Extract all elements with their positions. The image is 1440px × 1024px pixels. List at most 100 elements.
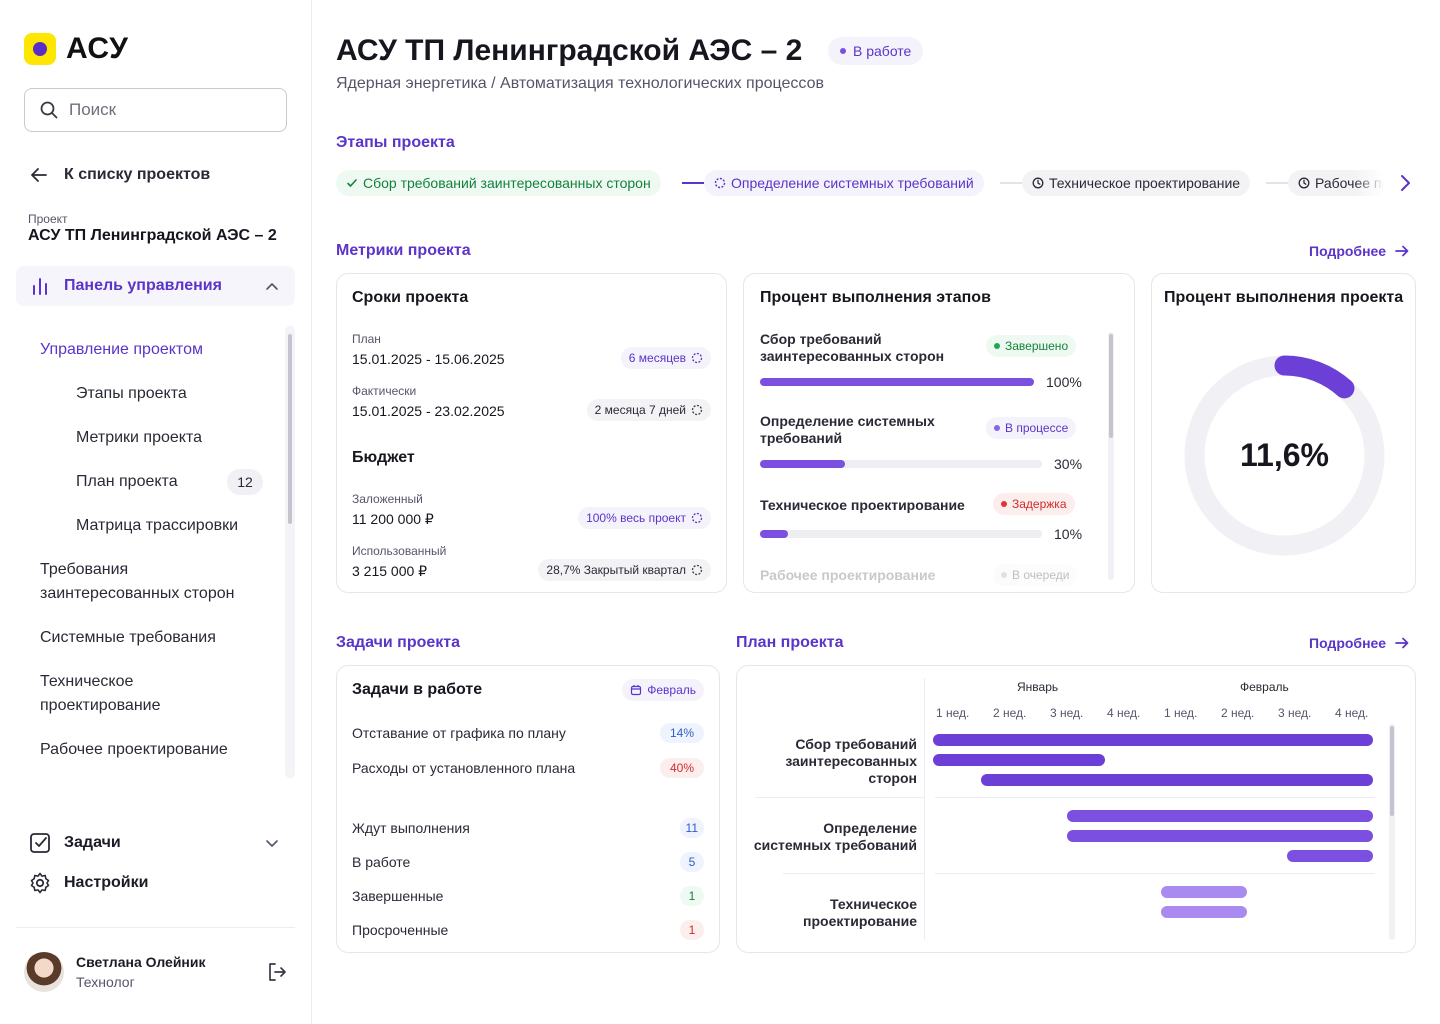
month-chip[interactable]: Февраль (622, 679, 704, 701)
progress-percent: 10% (1054, 526, 1083, 542)
in-work-count: 5 (680, 852, 704, 872)
progress-circle-icon (714, 177, 726, 189)
status-badge: В работе (828, 37, 924, 65)
cost-value: 40% (660, 758, 704, 778)
cost-label: Расходы от установленного плана (352, 760, 576, 776)
metrics-more-link[interactable]: Подробнее (1309, 243, 1410, 259)
task-label-line: проектирование (803, 913, 917, 929)
tech-design-line1: Техническое (40, 673, 134, 690)
project-progress-donut (1184, 355, 1385, 556)
fact-value: 15.01.2025 - 23.02.2025 (352, 403, 505, 419)
lag-label: Отставание от графика по плану (352, 725, 566, 741)
stage-pill-system[interactable]: Определение системных требований (704, 170, 984, 196)
gantt-bar[interactable] (1161, 906, 1247, 918)
planned-budget-label: Заложенный (352, 492, 423, 506)
donut-arc (1184, 355, 1385, 556)
overdue-label: Просроченные (352, 922, 449, 938)
gantt-month: Январь (1017, 680, 1059, 694)
search-input[interactable] (69, 100, 269, 120)
project-progress-title: Процент выполнения проекта (1164, 289, 1404, 306)
gantt-week: 2 нед. (993, 706, 1027, 720)
clock-icon (1032, 177, 1044, 189)
gantt-bar[interactable] (1067, 810, 1373, 822)
sidebar-item-system-reqs[interactable]: Системные требования (40, 629, 216, 646)
sidebar-item-manage[interactable]: Управление проектом (40, 341, 203, 358)
user-name: Светлана Олейник (76, 954, 206, 970)
stage-progress-scroll-thumb[interactable] (1109, 334, 1113, 438)
status-dot (840, 48, 846, 54)
gantt-bar[interactable] (1161, 886, 1247, 898)
project-progress-card: Процент выполнения проекта 11,6% (1151, 273, 1416, 593)
stage-label: Сбор требований заинтересованных сторон (363, 175, 651, 191)
lag-value: 14% (660, 723, 704, 743)
sidebar-item-stakeholder-reqs[interactable]: Требования заинтересованных сторон (40, 558, 234, 606)
used-budget-label: Использованный (352, 544, 447, 558)
progress-row-name: Техническое проектирование (760, 497, 965, 514)
checkbox-icon (30, 833, 50, 853)
more-label: Подробнее (1309, 635, 1387, 651)
stage-pill-stakeholder[interactable]: Сбор требований заинтересованных сторон (336, 170, 661, 196)
stages-fade (1354, 170, 1384, 198)
gantt-week: 1 нед. (936, 706, 970, 720)
progress-percent: 100% (1046, 374, 1082, 390)
app-logo[interactable]: АСУ (24, 32, 128, 66)
stage-progress-scrollbar[interactable] (1108, 332, 1114, 580)
project-caption: Проект (28, 212, 68, 226)
progress-fill (760, 378, 1034, 386)
sidebar-item-plan[interactable]: План проекта (76, 473, 178, 490)
gantt-bar[interactable] (981, 774, 1373, 786)
gantt-scroll-thumb[interactable] (1390, 726, 1394, 816)
back-link-label: К списку проектов (64, 166, 211, 183)
gantt-bar[interactable] (1287, 850, 1373, 862)
plan-duration-chip: 6 месяцев (620, 347, 711, 369)
calendar-icon (631, 685, 642, 696)
chevron-up-icon[interactable] (265, 280, 279, 294)
sidebar-item-matrix[interactable]: Матрица трассировки (76, 517, 239, 534)
more-label: Подробнее (1309, 243, 1387, 259)
planned-budget-value: 11 200 000 ₽ (352, 511, 434, 527)
gantt-bar[interactable] (1067, 830, 1373, 842)
gantt-bar[interactable] (933, 734, 1373, 746)
tasks-card-title: Задачи в работе (352, 681, 483, 698)
chevron-right-icon[interactable] (1396, 173, 1414, 193)
budget-title: Бюджет (352, 449, 415, 466)
done-count: 1 (680, 886, 704, 906)
plan-more-link[interactable]: Подробнее (1309, 635, 1410, 651)
sidebar-item-tech-design[interactable]: Техническое проектирование (40, 670, 161, 718)
sidebar-item-tasks[interactable]: Задачи (28, 831, 121, 855)
stage-progress-card: Процент выполнения этапов Сбор требовани… (743, 273, 1135, 593)
sidebar-item-settings[interactable]: Настройки (28, 871, 148, 895)
chevron-down-icon[interactable] (265, 836, 279, 850)
stage-pill-tech[interactable]: Техническое проектирование (1022, 170, 1251, 196)
sidebar-item-stages[interactable]: Этапы проекта (76, 385, 187, 402)
row-name-line: Сбор требований (760, 331, 882, 347)
arrow-left-icon (31, 168, 47, 182)
row-name-line: Рабочее проектирование (760, 567, 936, 583)
gantt-task-label: Сбор требований заинтересованных сторон (753, 736, 917, 787)
gear-icon (30, 872, 50, 894)
fact-duration-chip: 2 месяца 7 дней (586, 399, 711, 421)
used-budget-chip: 28,7% Закрытый квартал (538, 559, 711, 581)
status-dot (994, 343, 1000, 349)
gantt-bar[interactable] (933, 754, 1105, 766)
user-profile[interactable]: Светлана Олейник Технолог (24, 952, 206, 992)
status-chip-delay: Задержка (993, 493, 1075, 515)
gantt-scrollbar[interactable] (1389, 724, 1395, 940)
search-box[interactable] (24, 88, 287, 132)
status-dot (1001, 501, 1007, 507)
gantt-row-separator (755, 797, 925, 798)
sidebar-scroll-thumb[interactable] (288, 334, 292, 524)
back-to-projects-link[interactable]: К списку проектов (28, 164, 210, 186)
chip-text: 28,7% Закрытый квартал (546, 563, 686, 577)
chip-text: 2 месяца 7 дней (594, 403, 686, 417)
sidebar-item-metrics[interactable]: Метрики проекта (76, 429, 203, 446)
page-subtitle: Ядерная энергетика / Автоматизация техно… (336, 75, 824, 92)
sidebar-item-dashboard[interactable]: Панель управления (16, 266, 295, 306)
sidebar-scrollbar[interactable] (285, 326, 295, 778)
logout-icon[interactable] (266, 961, 288, 983)
used-budget-value: 3 215 000 ₽ (352, 563, 428, 579)
stage-connector (682, 182, 704, 184)
sidebar-item-working-design[interactable]: Рабочее проектирование (40, 741, 228, 758)
progress-circle-icon (691, 564, 703, 576)
task-label-line: Сбор требований (795, 736, 917, 752)
